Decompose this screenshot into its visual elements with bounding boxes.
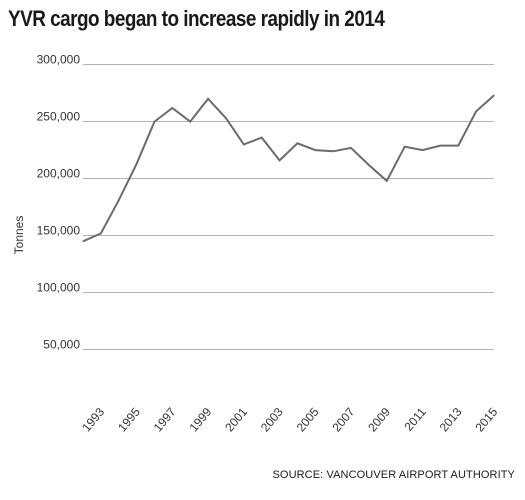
x-tick-label: 2009 xyxy=(365,405,393,435)
y-tick-label: 100,000 xyxy=(37,281,81,295)
data-point xyxy=(296,142,298,144)
chart-title: YVR cargo began to increase rapidly in 2… xyxy=(8,6,385,31)
data-point xyxy=(100,232,102,234)
data-point xyxy=(243,143,245,145)
x-tick-label: 2015 xyxy=(472,405,500,435)
y-axis-ticks: 50,000 100,000 150,000 200,000 250,000 300,00… xyxy=(37,53,81,352)
x-tick-label: 2001 xyxy=(222,405,250,435)
data-point xyxy=(493,94,495,96)
x-tick-label: 2013 xyxy=(437,405,465,435)
data-point xyxy=(261,137,263,139)
x-axis-ticks: 1993 1995 1997 1999 2001 2003 2005 2007 2009 2011… xyxy=(79,405,500,435)
y-tick-label: 200,000 xyxy=(37,167,81,181)
data-point xyxy=(225,117,227,119)
x-tick-label: 2011 xyxy=(402,405,430,434)
y-tick-label: 150,000 xyxy=(37,224,81,238)
series-line xyxy=(82,94,495,243)
data-point xyxy=(153,121,156,123)
data-point xyxy=(439,145,441,147)
data-point xyxy=(475,110,477,112)
data-point xyxy=(314,149,316,151)
series-layer xyxy=(82,94,495,243)
x-tick-label: 2005 xyxy=(294,405,322,435)
data-point xyxy=(82,240,84,242)
gridlines xyxy=(83,64,494,350)
x-tick-label: 1995 xyxy=(115,405,143,435)
data-point xyxy=(404,146,406,148)
data-point xyxy=(332,150,334,152)
x-tick-label: 1997 xyxy=(151,405,179,435)
y-tick-label: 50,000 xyxy=(43,338,80,352)
data-point xyxy=(457,145,459,147)
x-tick-label: 1993 xyxy=(79,405,107,435)
data-point xyxy=(189,121,191,123)
data-point xyxy=(386,180,388,182)
x-tick-label: 2007 xyxy=(329,405,357,435)
y-axis-label: Tonnes xyxy=(12,216,26,255)
y-tick-label: 250,000 xyxy=(37,110,81,124)
data-point xyxy=(350,147,352,149)
x-tick-label: 2003 xyxy=(258,405,286,435)
data-point xyxy=(368,164,370,166)
data-point xyxy=(207,98,209,100)
data-point xyxy=(279,159,281,161)
y-tick-label: 300,000 xyxy=(37,53,81,67)
data-point xyxy=(421,149,424,151)
source-note: SOURCE: VANCOUVER AIRPORT AUTHORITY xyxy=(272,469,515,481)
data-point xyxy=(118,199,120,201)
data-point xyxy=(136,163,138,165)
x-tick-label: 1999 xyxy=(186,405,214,435)
data-point xyxy=(171,107,173,109)
